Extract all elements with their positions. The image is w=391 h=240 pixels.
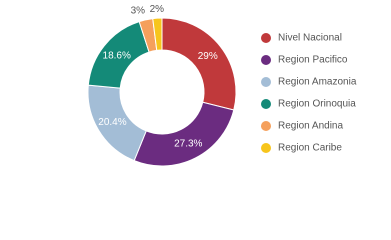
legend-swatch (261, 33, 271, 43)
slice-label: 20.4% (98, 117, 126, 128)
slice-label: 2% (150, 4, 165, 15)
chart: 29% 27.3% 20.4% 18.6% 2% 3% Nivel Nacional Regi… (87, 4, 357, 167)
legend-swatch (261, 99, 271, 109)
legend-swatch (261, 121, 271, 131)
slice-label: 29% (198, 51, 218, 62)
slice-label: 27.3% (174, 138, 202, 149)
legend-label: Region Andina (278, 121, 343, 132)
legend-label: Region Caribe (278, 143, 342, 154)
donut-slice (152, 17, 163, 51)
legend-label: Region Pacifico (278, 55, 348, 66)
slice-label: 3% (131, 6, 146, 17)
legend-label: Nivel Nacional (278, 33, 342, 44)
slice-label: 18.6% (103, 50, 131, 61)
legend-swatch (261, 143, 271, 153)
legend-swatch (261, 55, 271, 65)
donut-slice (133, 101, 235, 167)
legend-label: Region Orinoquia (278, 99, 356, 110)
legend-label: Region Amazonia (278, 77, 357, 88)
donut-slice (161, 17, 237, 111)
legend-swatch (261, 77, 271, 87)
